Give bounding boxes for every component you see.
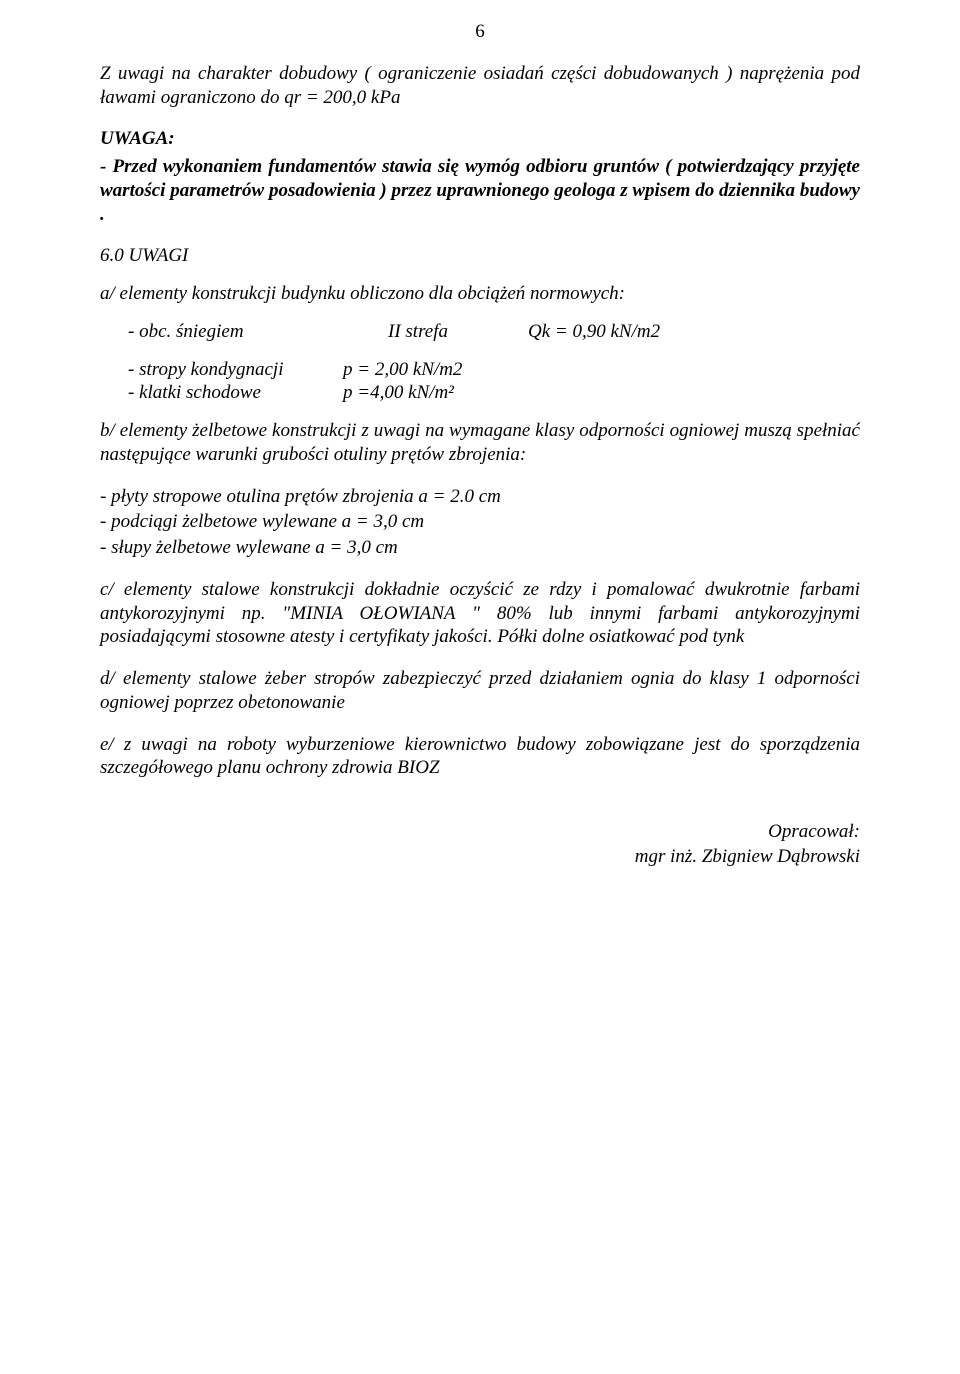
page: 6 Z uwagi na charakter dobudowy ( ograni… — [0, 0, 960, 1374]
snow-row: - obc. śniegiem II strefa Qk = 0,90 kN/m… — [128, 320, 860, 344]
footer-label: Opracował: — [100, 820, 860, 845]
a-line: a/ elementy konstrukcji budynku obliczon… — [100, 282, 860, 306]
page-number: 6 — [100, 20, 860, 44]
footer-author: mgr inż. Zbigniew Dąbrowski — [100, 845, 860, 870]
load-value: p = 2,00 kN/m2 — [343, 358, 860, 382]
b-list-item: - podciągi żelbetowe wylewane a = 3,0 cm — [100, 510, 860, 534]
uwaga-label: UWAGA: — [100, 127, 860, 151]
load-label: - stropy kondygnacji — [128, 358, 343, 382]
load-row: - stropy kondygnacji p = 2,00 kN/m2 — [128, 358, 860, 382]
loads-block: - stropy kondygnacji p = 2,00 kN/m2 - kl… — [128, 358, 860, 406]
snow-zone: II strefa — [388, 320, 528, 344]
load-value: p =4,00 kN/m² — [343, 381, 860, 405]
load-label: - klatki schodowe — [128, 381, 343, 405]
d-paragraph: d/ elementy stalowe żeber stropów zabezp… — [100, 667, 860, 715]
load-row: - klatki schodowe p =4,00 kN/m² — [128, 381, 860, 405]
snow-label: - obc. śniegiem — [128, 320, 388, 344]
uwaga-text: - Przed wykonaniem fundamentów stawia si… — [100, 155, 860, 226]
c-paragraph: c/ elementy stalowe konstrukcji dokładni… — [100, 578, 860, 649]
footer: Opracował: mgr inż. Zbigniew Dąbrowski — [100, 820, 860, 869]
b-paragraph: b/ elementy żelbetowe konstrukcji z uwag… — [100, 419, 860, 467]
e-paragraph: e/ z uwagi na roboty wyburzeniowe kierow… — [100, 733, 860, 781]
section-heading: 6.0 UWAGI — [100, 244, 860, 268]
b-list: - płyty stropowe otulina prętów zbrojeni… — [100, 485, 860, 560]
intro-paragraph: Z uwagi na charakter dobudowy ( ogranicz… — [100, 62, 860, 110]
b-list-item: - słupy żelbetowe wylewane a = 3,0 cm — [100, 536, 860, 560]
snow-value: Qk = 0,90 kN/m2 — [528, 320, 860, 344]
b-list-item: - płyty stropowe otulina prętów zbrojeni… — [100, 485, 860, 509]
